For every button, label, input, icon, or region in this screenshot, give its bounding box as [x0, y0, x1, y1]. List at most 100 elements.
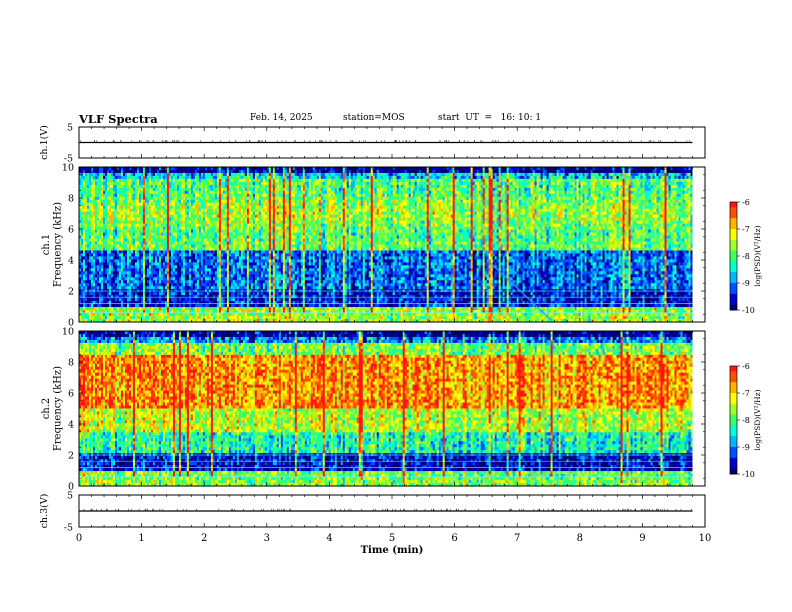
- spectrogram-cell: [136, 167, 140, 171]
- spectrogram-cell: [512, 175, 516, 180]
- spectrogram-cell: [380, 187, 384, 192]
- spectrogram-cell: [192, 190, 196, 195]
- spectrogram-cell: [360, 172, 364, 177]
- spectrogram-cell: [572, 181, 576, 186]
- spectrogram-cell: [600, 169, 604, 174]
- spectrogram-cell: [110, 175, 114, 180]
- spectrogram-cell: [600, 175, 604, 180]
- spectrogram-cell: [482, 169, 486, 174]
- spectrogram-cell: [116, 172, 120, 177]
- spectrogram-cell: [260, 178, 264, 183]
- spectrogram-cell: [518, 181, 522, 186]
- spectrogram-cell: [376, 190, 380, 195]
- spectrogram-cell: [402, 167, 406, 171]
- spectrogram-cell: [260, 184, 264, 189]
- spectrogram-cell: [422, 175, 426, 180]
- spectrogram-cell: [640, 181, 644, 186]
- spectrogram-cell: [686, 178, 690, 183]
- spectrogram-cell: [624, 193, 628, 198]
- spectrogram-cell: [490, 175, 494, 180]
- spectrogram-cell: [622, 181, 626, 186]
- spectrogram-cell: [224, 187, 228, 192]
- spectrogram-cell: [356, 169, 360, 174]
- spectrogram-cell: [422, 184, 426, 189]
- spectrogram-cell: [98, 193, 102, 198]
- spectrogram-cell: [616, 181, 620, 186]
- spectrogram-cell: [144, 167, 148, 171]
- spectrogram-cell: [326, 181, 330, 186]
- spectrogram-cell: [508, 187, 512, 192]
- spectrogram-cell: [332, 184, 336, 189]
- spectrogram-cell: [546, 175, 550, 180]
- spectrogram-cell: [624, 172, 628, 177]
- spectrogram-cell: [458, 167, 462, 171]
- spectrogram-cell: [532, 181, 536, 186]
- spectrogram-cell: [352, 167, 356, 171]
- spectrogram-cell: [230, 187, 234, 192]
- spectrogram-cell: [448, 187, 452, 192]
- spectrogram-cell: [444, 184, 448, 189]
- spectrogram-cell: [500, 190, 504, 195]
- spectrogram-cell: [198, 175, 202, 180]
- spectrogram-cell: [184, 193, 188, 198]
- spectrogram-cell: [224, 184, 228, 189]
- spectrogram-cell: [356, 167, 360, 171]
- spectrogram-cell: [574, 193, 578, 198]
- spectrogram-cell: [396, 181, 400, 186]
- spectrogram-cell: [568, 178, 572, 183]
- plot-title: VLF Spectra: [79, 112, 158, 126]
- spectrogram-cell: [378, 167, 382, 171]
- spectrogram-cell: [104, 169, 108, 174]
- spectrogram-cell: [548, 169, 552, 174]
- spectrogram-cell: [104, 196, 108, 201]
- spectrogram-cell: [340, 178, 344, 183]
- spectrogram-cell: [346, 187, 350, 192]
- spectrogram-cell: [212, 178, 216, 183]
- spectrogram-cell: [118, 169, 122, 174]
- spectrogram-cell: [180, 184, 184, 189]
- spectrogram-cell: [402, 172, 406, 177]
- spectrogram-cell: [430, 181, 434, 186]
- spectrogram-cell: [658, 167, 662, 171]
- spectrogram-cell: [658, 175, 662, 180]
- spectrogram-cell: [460, 169, 464, 174]
- spectrogram-cell: [590, 178, 594, 183]
- spectrogram-cell: [212, 184, 216, 189]
- spectrogram-cell: [484, 184, 488, 189]
- spectrogram-cell: [670, 190, 674, 195]
- spectrogram-cell: [194, 193, 198, 198]
- spectrogram-cell: [254, 178, 258, 183]
- spectrogram-cell: [670, 172, 674, 177]
- spectrogram-cell: [632, 167, 636, 171]
- spectrogram-cell: [186, 193, 190, 198]
- spectrogram-cell: [210, 190, 214, 195]
- spectrogram-cell: [394, 184, 398, 189]
- spectrogram-cell: [372, 190, 376, 195]
- spectrogram-cell: [188, 175, 192, 180]
- spectrogram-cell: [506, 172, 510, 177]
- spectrogram-cell: [202, 184, 206, 189]
- spectrogram-cell: [522, 169, 526, 174]
- spectrogram-cell: [416, 184, 420, 189]
- spectrogram-cell: [206, 172, 210, 177]
- spectrogram-cell: [110, 190, 114, 195]
- spectrogram-cell: [176, 167, 180, 171]
- spectrogram-cell: [260, 181, 264, 186]
- spectrogram-cell: [254, 181, 258, 186]
- spectrogram-cell: [112, 175, 116, 180]
- spectrogram-cell: [482, 172, 486, 177]
- spectrogram-cell: [628, 193, 632, 198]
- spectrogram-cell: [262, 169, 266, 174]
- spectrogram-cell: [610, 172, 614, 177]
- spectrogram-cell: [250, 169, 254, 174]
- spectrogram-cell: [540, 181, 544, 186]
- spectrogram-cell: [314, 190, 318, 195]
- spectrogram-cell: [588, 187, 592, 192]
- spectrogram-cell: [418, 172, 422, 177]
- spectrogram-cell: [186, 181, 190, 186]
- spectrogram-cell: [674, 169, 678, 174]
- spectrogram-cell: [436, 184, 440, 189]
- spectrogram-cell: [474, 187, 478, 192]
- spectrogram-cell: [608, 178, 612, 183]
- spectrogram-cell: [166, 190, 170, 195]
